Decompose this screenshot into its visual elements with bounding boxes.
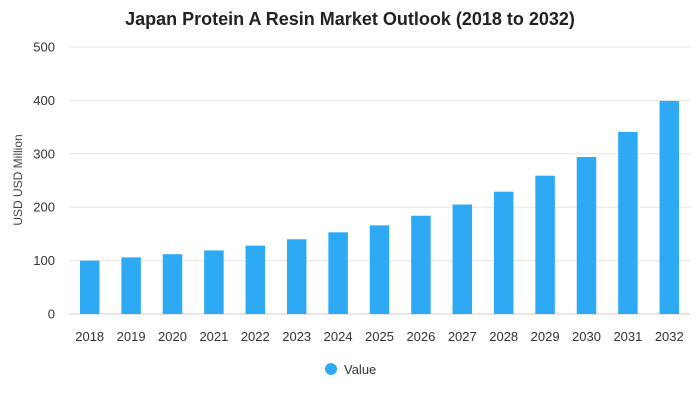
x-tick-label: 2025 [365, 329, 394, 344]
legend-marker [325, 363, 337, 375]
legend-label: Value [344, 362, 376, 377]
y-tick-label: 300 [33, 146, 55, 161]
bar-2031[interactable] [618, 131, 638, 314]
bar-2029[interactable] [535, 175, 555, 314]
x-tick-label: 2027 [448, 329, 477, 344]
y-tick-label: 0 [48, 307, 55, 322]
bar-2032[interactable] [659, 100, 680, 315]
chart-title: Japan Protein A Resin Market Outlook (20… [125, 9, 575, 29]
x-tick-label: 2028 [489, 329, 518, 344]
bar-2019[interactable] [121, 257, 141, 314]
bar-2030[interactable] [576, 157, 597, 314]
bars [79, 100, 680, 315]
bar-2021[interactable] [204, 250, 224, 314]
legend[interactable]: Value [325, 362, 376, 377]
x-tick-label: 2020 [158, 329, 187, 344]
x-tick-label: 2022 [241, 329, 270, 344]
x-tick-label: 2032 [655, 329, 684, 344]
y-axis-ticks: 0 100 200 300 400 500 [33, 40, 55, 322]
x-tick-label: 2018 [75, 329, 104, 344]
y-axis-title: USD USD Million [11, 134, 25, 225]
bar-2027[interactable] [452, 204, 473, 314]
bar-2025[interactable] [369, 225, 390, 314]
x-tick-label: 2021 [199, 329, 228, 344]
bar-2020[interactable] [162, 254, 183, 314]
x-tick-label: 2023 [282, 329, 311, 344]
x-tick-label: 2031 [613, 329, 642, 344]
x-tick-label: 2029 [531, 329, 560, 344]
y-tick-label: 400 [33, 93, 55, 108]
y-tick-label: 500 [33, 40, 55, 55]
bar-2026[interactable] [411, 215, 431, 314]
y-tick-label: 100 [33, 253, 55, 268]
y-tick-label: 200 [33, 200, 55, 215]
x-tick-label: 2024 [324, 329, 353, 344]
bar-2024[interactable] [328, 232, 348, 314]
x-tick-label: 2026 [406, 329, 435, 344]
bar-2023[interactable] [286, 239, 307, 314]
x-tick-label: 2030 [572, 329, 601, 344]
bar-2022[interactable] [245, 245, 266, 314]
bar-2018[interactable] [79, 260, 100, 314]
x-tick-label: 2019 [117, 329, 146, 344]
bar-2028[interactable] [493, 191, 514, 314]
x-axis-ticks: 2018 2019 2020 2021 2022 2023 2024 2025 2026 2027… [75, 329, 684, 344]
